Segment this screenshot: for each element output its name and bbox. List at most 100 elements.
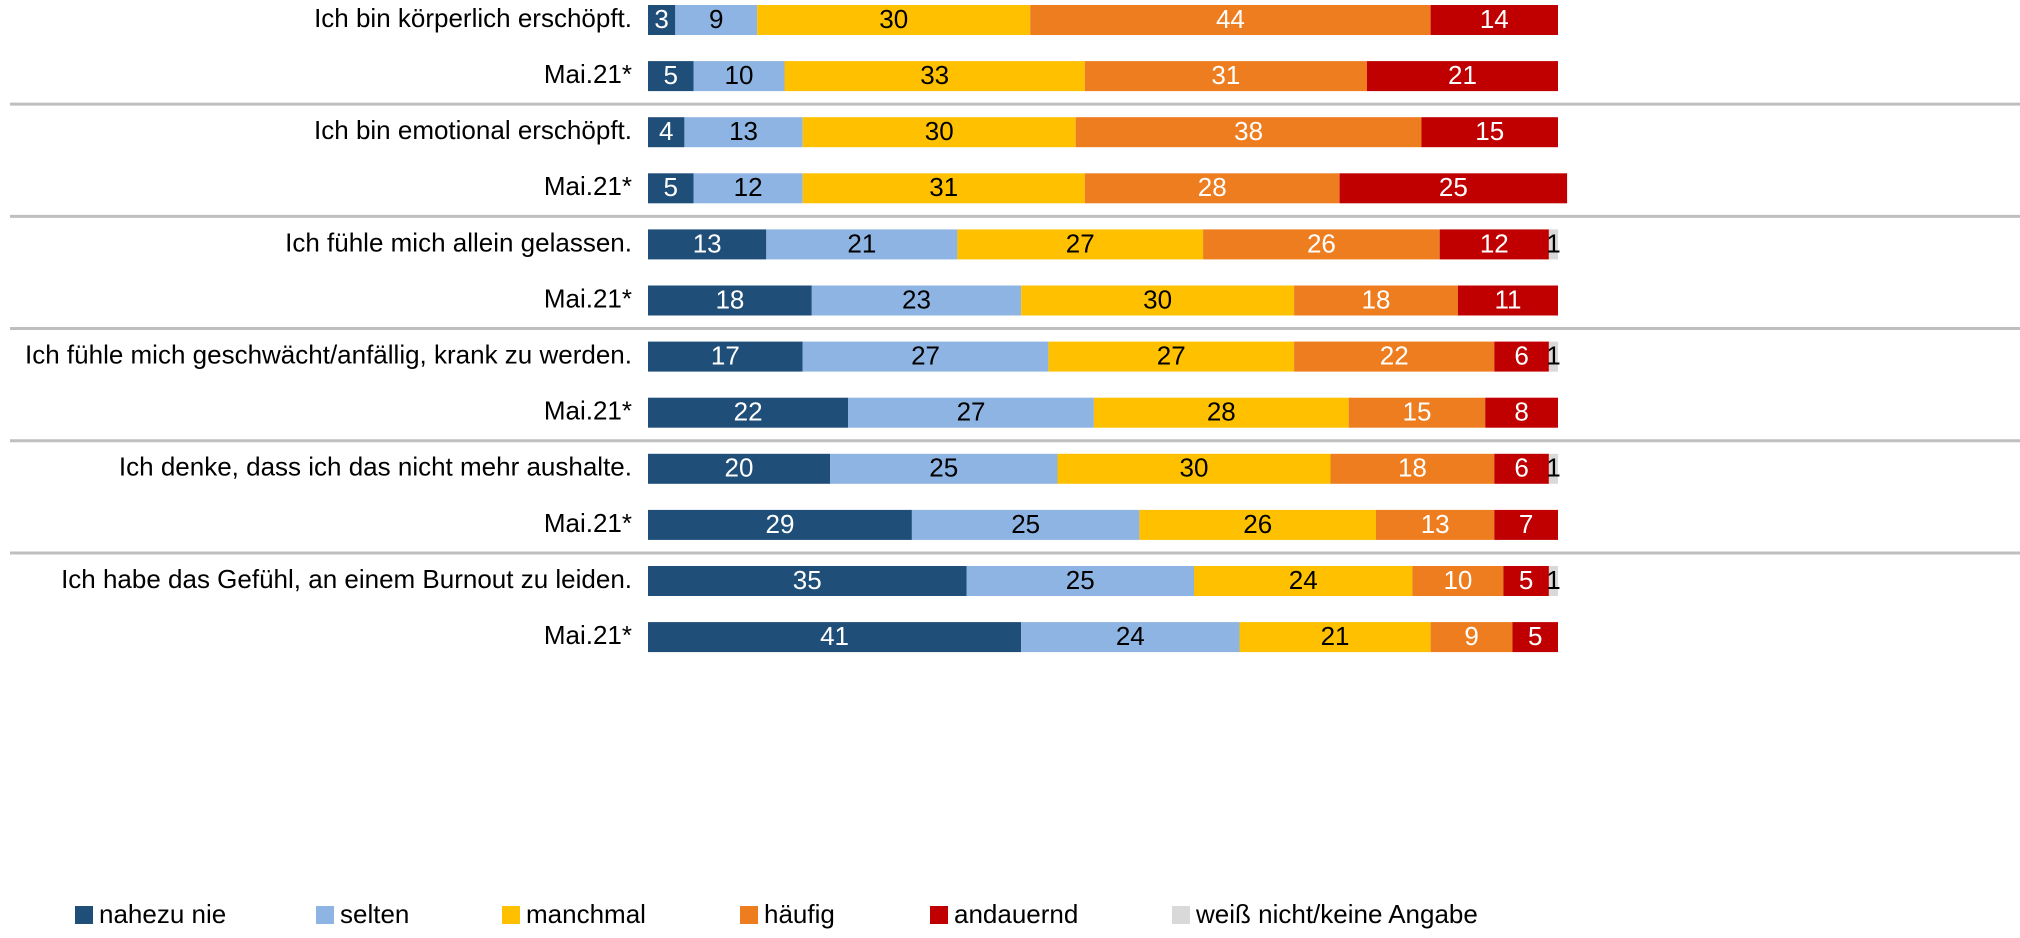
value-label: 21 [1321, 621, 1350, 651]
bar-segment [1057, 453, 1331, 484]
bar-segment [648, 453, 830, 484]
category-label: Mai.21* [544, 59, 632, 89]
bar-segment [757, 5, 1031, 35]
value-label: 31 [929, 172, 958, 202]
value-label: 1 [1546, 228, 1560, 258]
bar-segment [1494, 453, 1549, 484]
value-label: 15 [1402, 397, 1431, 427]
value-label: 26 [1243, 509, 1272, 539]
value-label: 9 [1464, 621, 1478, 651]
category-label: Mai.21* [544, 396, 632, 426]
value-label: 17 [711, 340, 740, 370]
value-label: 30 [1143, 284, 1172, 314]
legend-swatch [502, 906, 520, 924]
value-label: 29 [765, 509, 794, 539]
bar-segment [1548, 341, 1558, 372]
bar-segment [1548, 453, 1558, 484]
bar-segment [1548, 566, 1558, 596]
bar-segment [1294, 341, 1495, 372]
category-label: Mai.21* [544, 620, 632, 650]
bar-segment [1203, 229, 1440, 260]
value-label: 31 [1211, 60, 1240, 90]
bar-segment [648, 397, 849, 428]
value-label: 27 [1157, 340, 1186, 370]
bar-segment [802, 341, 1049, 372]
bar-segment [1030, 5, 1431, 35]
value-label: 22 [734, 397, 763, 427]
value-label: 20 [725, 453, 754, 483]
bar-segment [648, 509, 912, 540]
legend-swatch [316, 906, 334, 924]
value-label: 44 [1216, 4, 1245, 34]
category-label: Mai.21* [544, 508, 632, 538]
value-label: 25 [1439, 172, 1468, 202]
bar-segment [802, 173, 1085, 204]
bar-segment [1330, 453, 1495, 484]
bar-segment [693, 173, 803, 204]
bar-segment [648, 173, 694, 204]
value-label: 12 [734, 172, 763, 202]
bar-segment [675, 5, 758, 35]
value-label: 8 [1514, 397, 1528, 427]
value-label: 41 [820, 621, 849, 651]
value-label: 18 [715, 284, 744, 314]
value-label: 13 [693, 228, 722, 258]
bar-segment [1339, 173, 1568, 204]
value-label: 5 [664, 172, 678, 202]
value-label: 30 [1180, 453, 1209, 483]
bar-segment [648, 5, 676, 35]
bar-segment [693, 61, 785, 92]
bar-segment [1239, 622, 1431, 653]
value-label: 27 [957, 397, 986, 427]
category-label: Ich bin körperlich erschöpft. [314, 3, 632, 33]
value-label: 25 [1011, 509, 1040, 539]
value-label: 26 [1307, 228, 1336, 258]
value-label: 25 [1066, 565, 1095, 595]
bar-segment [911, 509, 1140, 540]
bar-segment [648, 285, 812, 316]
value-label: 21 [847, 228, 876, 258]
value-label: 27 [911, 340, 940, 370]
value-label: 18 [1362, 284, 1391, 314]
bar-segment [1093, 397, 1349, 428]
value-label: 10 [725, 60, 754, 90]
bar-segment [1430, 5, 1558, 35]
bar-segment [1048, 341, 1295, 372]
bar-segment [1548, 229, 1558, 260]
value-label: 1 [1546, 340, 1560, 370]
value-label: 13 [1421, 509, 1450, 539]
bar-segment [648, 566, 967, 596]
value-label: 6 [1514, 453, 1528, 483]
value-label: 23 [902, 284, 931, 314]
value-label: 5 [1519, 565, 1533, 595]
bar-segment [1021, 285, 1295, 316]
category-label: Ich habe das Gefühl, an einem Burnout zu… [61, 564, 632, 594]
category-label: Mai.21* [544, 283, 632, 313]
bar-segment [1348, 397, 1486, 428]
bar-segment [1457, 285, 1558, 316]
bar-segment [802, 117, 1076, 148]
value-label: 7 [1519, 509, 1533, 539]
value-label: 14 [1480, 4, 1509, 34]
bar-segment [1485, 397, 1558, 428]
value-label: 18 [1398, 453, 1427, 483]
bar-segment [766, 229, 958, 260]
value-label: 24 [1289, 565, 1318, 595]
legend-swatch [1172, 906, 1190, 924]
legend-label: häufig [764, 899, 835, 929]
value-label: 9 [709, 4, 723, 34]
bar-segment [684, 117, 803, 148]
bar-segment [830, 453, 1058, 484]
value-label: 3 [654, 4, 668, 34]
bar-segment [1194, 566, 1413, 596]
bar-segment [966, 566, 1194, 596]
value-label: 5 [664, 60, 678, 90]
bar-segment [784, 61, 1085, 92]
value-label: 4 [659, 116, 673, 146]
value-label: 24 [1116, 621, 1145, 651]
bar-segment [1494, 341, 1549, 372]
value-label: 35 [793, 565, 822, 595]
value-label: 1 [1546, 565, 1560, 595]
value-label: 15 [1475, 116, 1504, 146]
